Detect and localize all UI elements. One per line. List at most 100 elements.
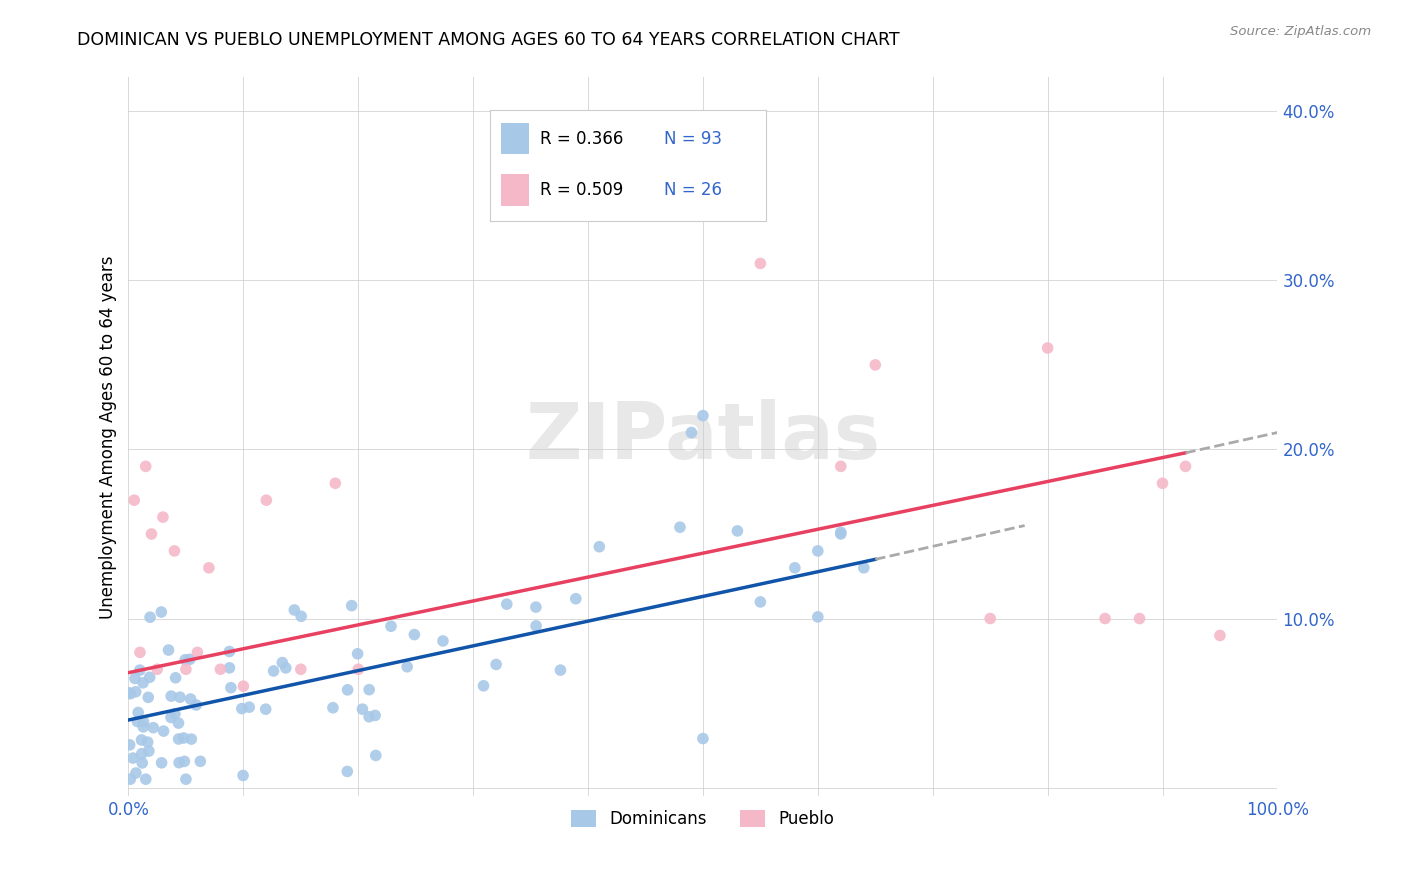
Point bbox=[132, 675, 155, 690]
Point bbox=[807, 544, 830, 558]
Point bbox=[550, 663, 572, 677]
Point bbox=[218, 644, 240, 658]
Point bbox=[347, 662, 370, 676]
Point bbox=[128, 663, 150, 677]
Point bbox=[124, 672, 146, 686]
Point bbox=[495, 597, 517, 611]
Point bbox=[167, 756, 190, 770]
Point bbox=[749, 595, 772, 609]
Point bbox=[120, 772, 142, 787]
Point bbox=[167, 716, 190, 731]
Point bbox=[783, 561, 806, 575]
Point bbox=[749, 256, 772, 270]
Text: DOMINICAN VS PUEBLO UNEMPLOYMENT AMONG AGES 60 TO 64 YEARS CORRELATION CHART: DOMINICAN VS PUEBLO UNEMPLOYMENT AMONG A… bbox=[77, 31, 900, 49]
Point bbox=[830, 459, 852, 474]
Point bbox=[135, 459, 157, 474]
Point bbox=[1128, 611, 1150, 625]
Point bbox=[1174, 459, 1197, 474]
Point bbox=[186, 698, 208, 712]
Point bbox=[218, 661, 240, 675]
Point bbox=[588, 540, 610, 554]
Point bbox=[179, 652, 201, 666]
Point bbox=[336, 764, 359, 779]
Point bbox=[150, 605, 173, 619]
Point bbox=[404, 627, 426, 641]
Point bbox=[1209, 628, 1232, 642]
Point bbox=[209, 662, 232, 676]
Point bbox=[669, 520, 692, 534]
Point bbox=[432, 634, 454, 648]
Point bbox=[290, 609, 312, 624]
Point bbox=[380, 619, 402, 633]
Point bbox=[725, 524, 748, 538]
Point bbox=[1094, 611, 1116, 625]
Point bbox=[131, 756, 153, 770]
Point bbox=[198, 561, 221, 575]
Point bbox=[125, 766, 148, 780]
Point bbox=[472, 679, 495, 693]
Legend: Dominicans, Pueblo: Dominicans, Pueblo bbox=[565, 803, 841, 835]
Point bbox=[1036, 341, 1059, 355]
Point bbox=[219, 681, 242, 695]
Point bbox=[807, 610, 830, 624]
Point bbox=[174, 662, 197, 676]
Text: ZIPatlas: ZIPatlas bbox=[526, 399, 880, 475]
Point bbox=[232, 768, 254, 782]
Point bbox=[163, 544, 186, 558]
Point bbox=[188, 754, 211, 768]
Point bbox=[165, 671, 187, 685]
Point bbox=[180, 732, 202, 747]
Point bbox=[131, 747, 153, 761]
Point bbox=[323, 476, 346, 491]
Point bbox=[129, 645, 152, 659]
Point bbox=[127, 714, 149, 729]
Point bbox=[160, 689, 183, 703]
Point bbox=[127, 706, 149, 720]
Point bbox=[359, 682, 381, 697]
Point bbox=[254, 702, 277, 716]
Point bbox=[139, 610, 162, 624]
Point bbox=[132, 714, 155, 729]
Point bbox=[283, 603, 305, 617]
Point bbox=[852, 561, 875, 575]
Point bbox=[681, 425, 703, 440]
Point bbox=[524, 619, 547, 633]
Point bbox=[118, 686, 141, 700]
Point bbox=[186, 645, 208, 659]
Point bbox=[157, 643, 180, 657]
Point bbox=[565, 591, 588, 606]
Point bbox=[396, 660, 419, 674]
Point bbox=[120, 687, 142, 701]
Point bbox=[146, 662, 169, 676]
Point bbox=[135, 772, 157, 787]
Point bbox=[132, 720, 155, 734]
Point bbox=[174, 772, 197, 787]
Point bbox=[150, 756, 173, 770]
Point bbox=[238, 700, 260, 714]
Point bbox=[290, 662, 312, 676]
Point bbox=[274, 661, 297, 675]
Point bbox=[979, 611, 1001, 625]
Point bbox=[141, 527, 163, 541]
Point bbox=[136, 735, 159, 749]
Point bbox=[865, 358, 887, 372]
Point bbox=[359, 710, 381, 724]
Point bbox=[485, 657, 508, 672]
Point bbox=[232, 679, 254, 693]
Point bbox=[174, 653, 197, 667]
Point bbox=[122, 493, 145, 508]
Point bbox=[131, 733, 153, 747]
Point bbox=[169, 690, 191, 705]
Point bbox=[138, 744, 160, 758]
Point bbox=[352, 702, 374, 716]
Point bbox=[336, 682, 359, 697]
Point bbox=[364, 748, 387, 763]
Y-axis label: Unemployment Among Ages 60 to 64 years: Unemployment Among Ages 60 to 64 years bbox=[100, 255, 117, 618]
Point bbox=[340, 599, 363, 613]
Point bbox=[167, 731, 190, 746]
Point bbox=[173, 755, 195, 769]
Point bbox=[692, 731, 714, 746]
Point bbox=[231, 701, 253, 715]
Point bbox=[830, 525, 852, 540]
Point bbox=[346, 647, 368, 661]
